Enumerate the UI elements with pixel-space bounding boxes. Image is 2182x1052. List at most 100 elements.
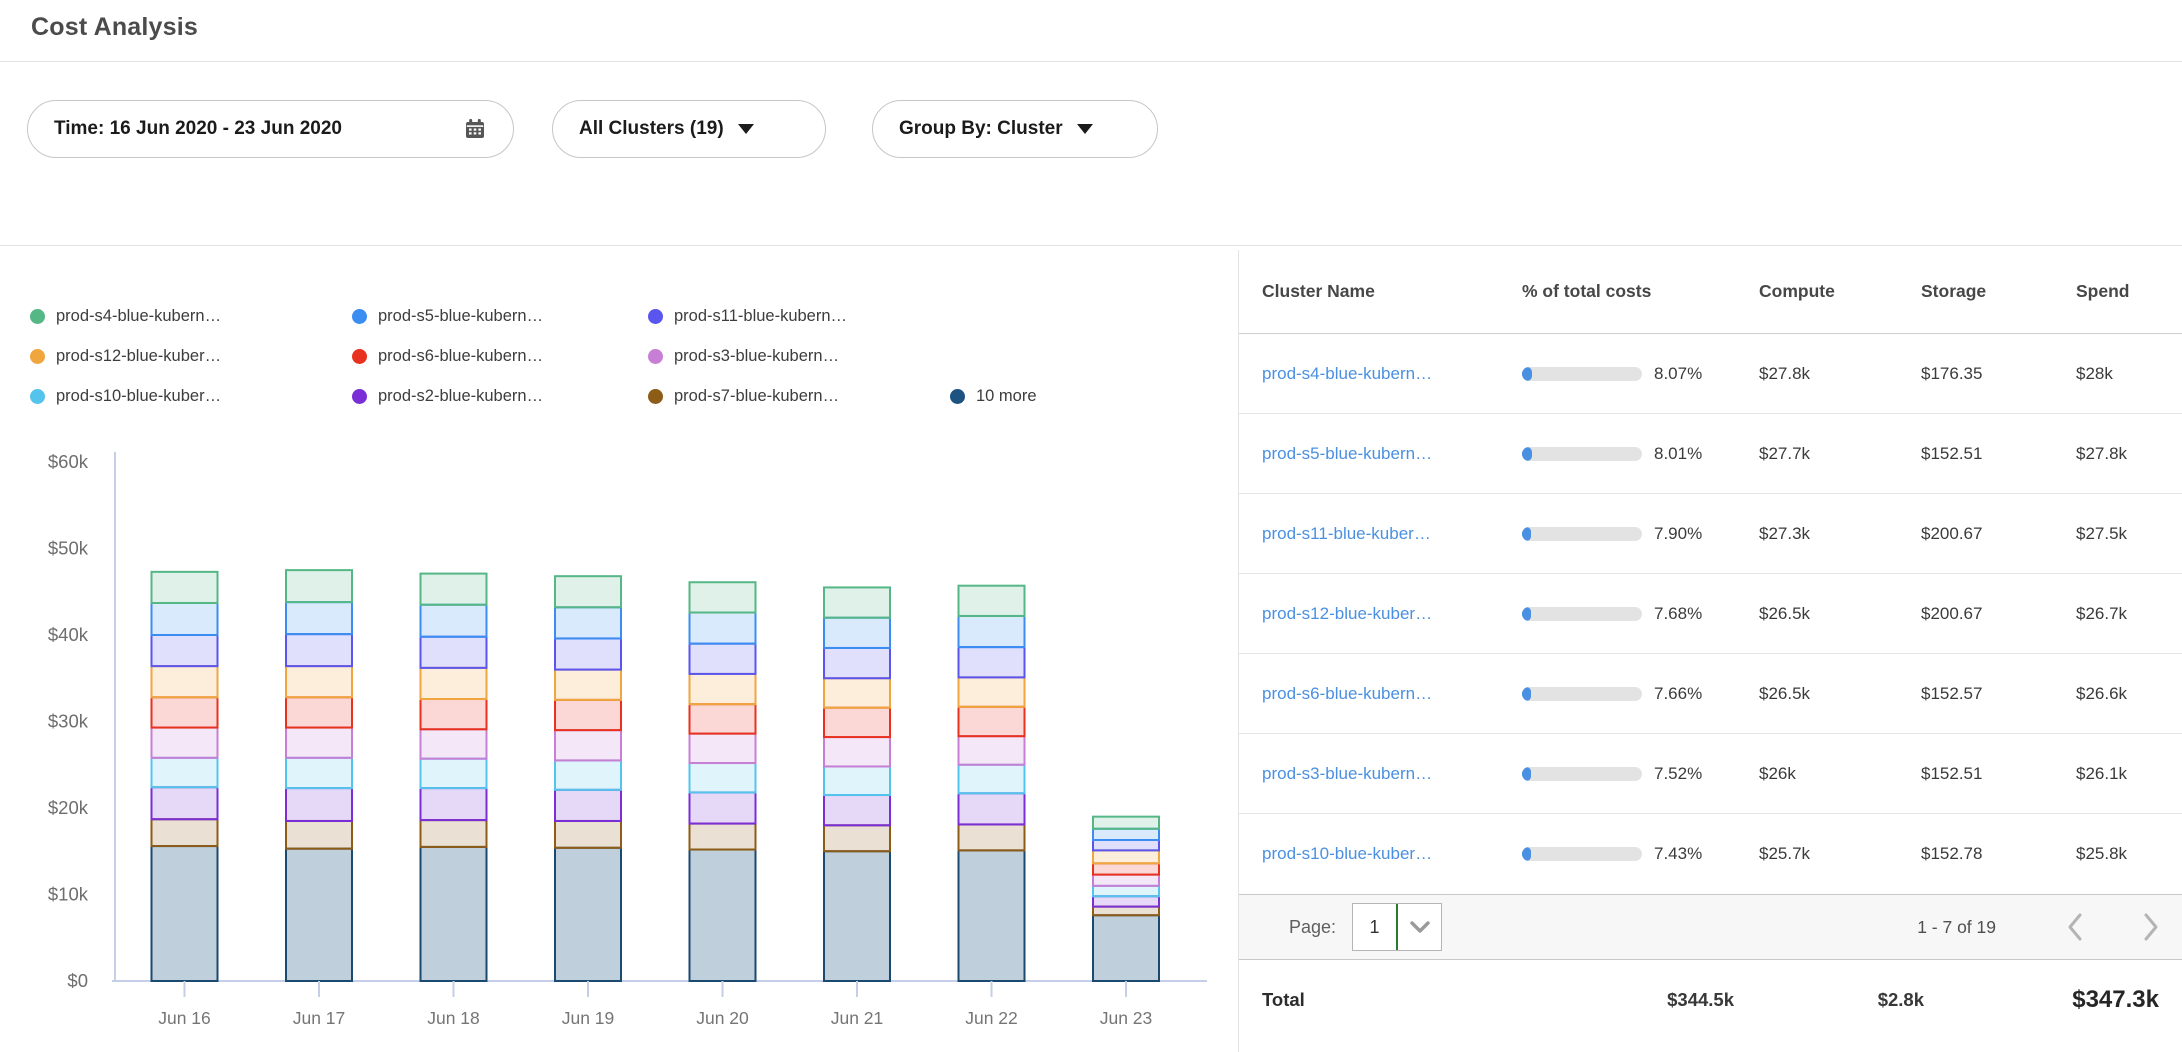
legend-item[interactable]: prod-s12-blue-kuber… bbox=[30, 347, 352, 366]
bar-segment[interactable] bbox=[959, 824, 1025, 850]
bar-segment[interactable] bbox=[555, 790, 621, 821]
legend-item[interactable]: 10 more bbox=[950, 387, 1037, 406]
bar-segment[interactable] bbox=[959, 616, 1025, 647]
bar-segment[interactable] bbox=[555, 670, 621, 700]
bar-segment[interactable] bbox=[690, 674, 756, 704]
bar-segment[interactable] bbox=[824, 648, 890, 678]
bar-segment[interactable] bbox=[824, 795, 890, 825]
bar-segment[interactable] bbox=[1093, 915, 1159, 981]
bar-segment[interactable] bbox=[421, 605, 487, 637]
bar-segment[interactable] bbox=[152, 603, 218, 635]
bar-segment[interactable] bbox=[959, 736, 1025, 765]
cluster-name-link[interactable]: prod-s3-blue-kubern… bbox=[1262, 764, 1500, 784]
bar-segment[interactable] bbox=[421, 574, 487, 605]
next-page-button[interactable] bbox=[2142, 912, 2160, 942]
bar-segment[interactable] bbox=[555, 607, 621, 638]
bar-segment[interactable] bbox=[824, 825, 890, 851]
bar-segment[interactable] bbox=[286, 634, 352, 666]
bar-segment[interactable] bbox=[690, 792, 756, 823]
bar-segment[interactable] bbox=[555, 848, 621, 981]
bar-segment[interactable] bbox=[286, 758, 352, 788]
bar-segment[interactable] bbox=[555, 821, 621, 848]
legend-item[interactable]: prod-s10-blue-kuber… bbox=[30, 387, 352, 406]
cluster-name-link[interactable]: prod-s5-blue-kubern… bbox=[1262, 444, 1500, 464]
bar-segment[interactable] bbox=[286, 666, 352, 697]
bar-segment[interactable] bbox=[959, 586, 1025, 616]
time-range-filter[interactable]: Time: 16 Jun 2020 - 23 Jun 2020 bbox=[27, 100, 514, 158]
bar-segment[interactable] bbox=[555, 730, 621, 760]
bar-segment[interactable] bbox=[152, 787, 218, 819]
bar-segment[interactable] bbox=[421, 668, 487, 699]
bar-segment[interactable] bbox=[286, 602, 352, 634]
bar-segment[interactable] bbox=[286, 570, 352, 602]
bar-segment[interactable] bbox=[959, 677, 1025, 706]
bar-segment[interactable] bbox=[286, 788, 352, 821]
bar-segment[interactable] bbox=[824, 618, 890, 648]
bar-segment[interactable] bbox=[959, 793, 1025, 824]
legend-item[interactable]: prod-s6-blue-kubern… bbox=[352, 347, 648, 366]
bar-segment[interactable] bbox=[824, 678, 890, 707]
bar-segment[interactable] bbox=[690, 644, 756, 674]
bar-segment[interactable] bbox=[555, 700, 621, 730]
legend-item[interactable]: prod-s2-blue-kubern… bbox=[352, 387, 648, 406]
cluster-name-link[interactable]: prod-s12-blue-kuber… bbox=[1262, 604, 1500, 624]
bar-segment[interactable] bbox=[959, 647, 1025, 677]
bar-segment[interactable] bbox=[690, 734, 756, 763]
bar-segment[interactable] bbox=[152, 666, 218, 697]
bar-segment[interactable] bbox=[152, 572, 218, 603]
legend-item[interactable]: prod-s7-blue-kubern… bbox=[648, 387, 950, 406]
bar-segment[interactable] bbox=[421, 788, 487, 820]
bar-segment[interactable] bbox=[152, 846, 218, 981]
bar-segment[interactable] bbox=[1093, 840, 1159, 850]
legend-item[interactable]: prod-s3-blue-kubern… bbox=[648, 347, 950, 366]
cluster-name-link[interactable]: prod-s6-blue-kubern… bbox=[1262, 684, 1500, 704]
bar-segment[interactable] bbox=[959, 850, 1025, 981]
bar-segment[interactable] bbox=[286, 849, 352, 981]
bar-segment[interactable] bbox=[555, 760, 621, 789]
bar-segment[interactable] bbox=[421, 637, 487, 668]
bar-segment[interactable] bbox=[1093, 829, 1159, 840]
bar-segment[interactable] bbox=[421, 729, 487, 758]
bar-segment[interactable] bbox=[824, 587, 890, 617]
cluster-name-link[interactable]: prod-s4-blue-kubern… bbox=[1262, 364, 1500, 384]
previous-page-button[interactable] bbox=[2066, 912, 2084, 942]
bar-segment[interactable] bbox=[1093, 907, 1159, 916]
bar-segment[interactable] bbox=[690, 582, 756, 612]
bar-segment[interactable] bbox=[421, 759, 487, 788]
cluster-name-link[interactable]: prod-s11-blue-kuber… bbox=[1262, 524, 1500, 544]
bar-segment[interactable] bbox=[1093, 850, 1159, 863]
page-select[interactable]: 1 bbox=[1352, 903, 1442, 951]
bar-segment[interactable] bbox=[690, 763, 756, 792]
bar-segment[interactable] bbox=[555, 638, 621, 669]
legend-item[interactable]: prod-s5-blue-kubern… bbox=[352, 307, 648, 326]
bar-segment[interactable] bbox=[1093, 886, 1159, 896]
bar-segment[interactable] bbox=[421, 699, 487, 729]
bar-segment[interactable] bbox=[690, 704, 756, 733]
bar-segment[interactable] bbox=[1093, 875, 1159, 886]
bar-segment[interactable] bbox=[286, 697, 352, 727]
bar-segment[interactable] bbox=[421, 847, 487, 981]
bar-segment[interactable] bbox=[959, 707, 1025, 736]
cluster-name-link[interactable]: prod-s10-blue-kuber… bbox=[1262, 844, 1500, 864]
bar-segment[interactable] bbox=[824, 737, 890, 766]
bar-segment[interactable] bbox=[555, 576, 621, 607]
bar-segment[interactable] bbox=[152, 697, 218, 727]
bar-segment[interactable] bbox=[959, 765, 1025, 794]
bar-segment[interactable] bbox=[152, 728, 218, 758]
bar-segment[interactable] bbox=[690, 824, 756, 850]
bar-segment[interactable] bbox=[824, 851, 890, 981]
bar-segment[interactable] bbox=[1093, 863, 1159, 874]
legend-item[interactable]: prod-s4-blue-kubern… bbox=[30, 307, 352, 326]
bar-segment[interactable] bbox=[286, 821, 352, 849]
bar-segment[interactable] bbox=[824, 708, 890, 737]
bar-segment[interactable] bbox=[286, 728, 352, 758]
bar-segment[interactable] bbox=[1093, 817, 1159, 829]
group-by-dropdown[interactable]: Group By: Cluster bbox=[872, 100, 1158, 158]
bar-segment[interactable] bbox=[824, 766, 890, 795]
clusters-filter-dropdown[interactable]: All Clusters (19) bbox=[552, 100, 826, 158]
legend-item[interactable]: prod-s11-blue-kubern… bbox=[648, 307, 950, 326]
bar-segment[interactable] bbox=[421, 820, 487, 847]
bar-segment[interactable] bbox=[690, 850, 756, 981]
bar-segment[interactable] bbox=[152, 758, 218, 787]
bar-segment[interactable] bbox=[152, 819, 218, 846]
